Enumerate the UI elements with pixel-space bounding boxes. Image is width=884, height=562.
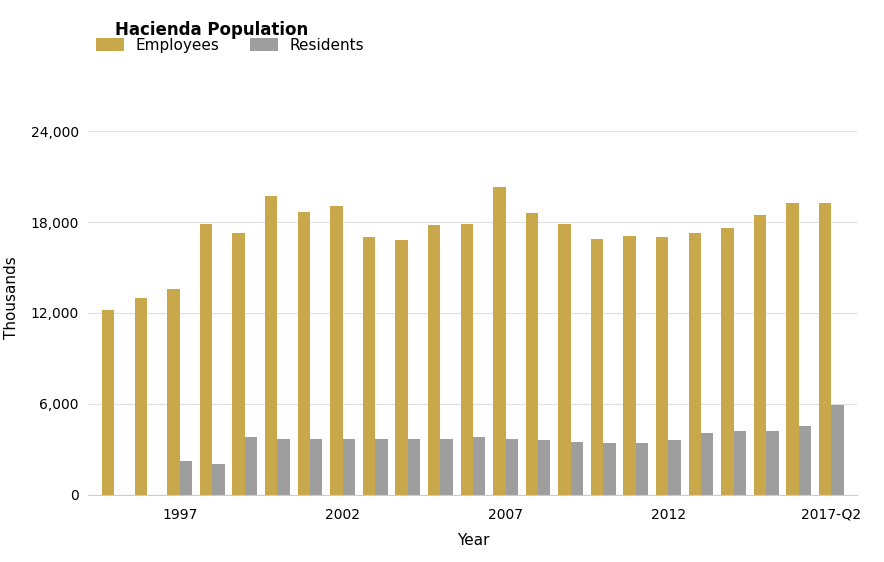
Legend: Employees, Residents: Employees, Residents [96,38,364,53]
Bar [636,443,648,495]
Bar [799,427,812,495]
Bar [134,298,147,495]
Bar [506,438,518,495]
Bar [721,228,734,495]
Bar [245,437,257,495]
Bar [310,438,323,495]
Bar [832,405,844,495]
Bar [571,442,583,495]
Bar [331,206,343,495]
Bar [538,440,551,495]
Bar [734,431,746,495]
Bar [787,202,799,495]
Bar [408,438,420,495]
Text: Hacienda Population: Hacienda Population [115,21,309,39]
Bar [591,239,603,495]
Bar [375,438,387,495]
Bar [232,233,245,495]
Bar [102,310,114,495]
Bar [656,237,668,495]
Bar [668,440,681,495]
Bar [526,213,538,495]
Bar [212,464,225,495]
Bar [343,438,355,495]
Bar [701,433,713,495]
Bar [766,431,779,495]
Bar [473,437,485,495]
Bar [362,237,375,495]
Bar [440,438,453,495]
Bar [603,443,615,495]
Bar [689,233,701,495]
Bar [461,224,473,495]
Bar [200,224,212,495]
Bar [493,187,506,495]
Bar [167,289,179,495]
Bar [179,461,192,495]
Y-axis label: Thousands: Thousands [4,256,19,339]
Bar [559,224,571,495]
Bar [278,438,290,495]
X-axis label: Year: Year [457,533,489,548]
Bar [298,212,310,495]
Bar [428,225,440,495]
Bar [265,197,278,495]
Bar [819,202,832,495]
Bar [395,241,408,495]
Bar [754,215,766,495]
Bar [623,236,636,495]
